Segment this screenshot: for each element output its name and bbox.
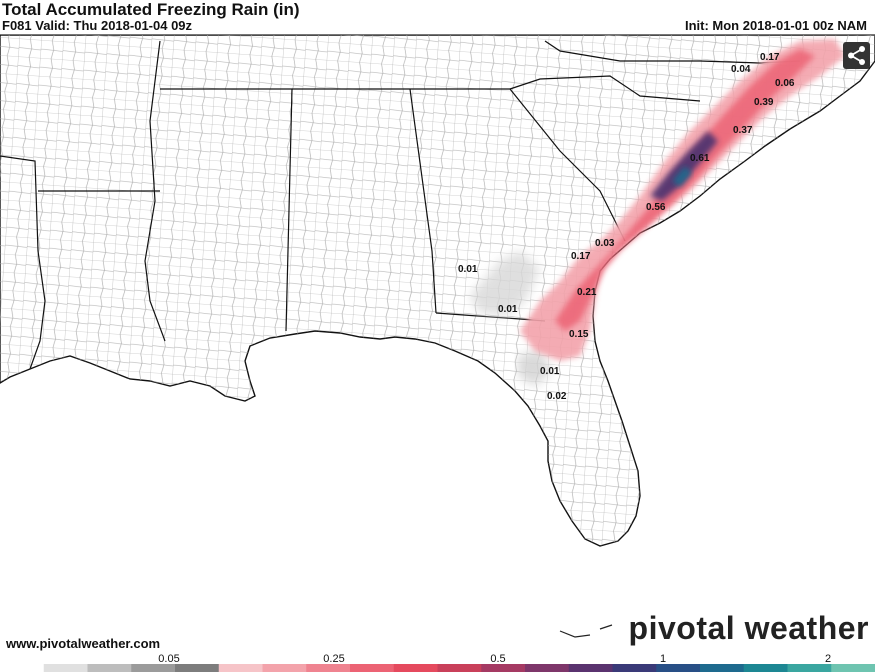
colorbar-swatch <box>43 664 88 672</box>
colorbar-swatch <box>306 664 351 672</box>
colorbar-swatch <box>656 664 701 672</box>
colorbar-label: 1 <box>659 653 667 665</box>
colorbar-swatch <box>350 664 395 672</box>
valid-time-label: F081 Valid: Thu 2018-01-04 09z <box>2 18 193 33</box>
colorbar-swatch <box>568 664 613 672</box>
value-label: 0.21 <box>577 287 597 298</box>
colorbar-swatch <box>218 664 263 672</box>
colorbar-swatch <box>131 664 176 672</box>
page-title: Total Accumulated Freezing Rain (in) <box>2 0 300 19</box>
colorbar-swatch <box>787 664 832 672</box>
value-label: 0.06 <box>775 78 795 89</box>
colorbar-swatch <box>831 664 875 672</box>
value-label: 0.01 <box>498 304 518 315</box>
county-grid <box>0 35 875 546</box>
brand-text: pivotal weather <box>628 610 869 646</box>
colorbar-swatch <box>262 664 307 672</box>
value-label: 0.17 <box>571 251 591 262</box>
colorbar-label: 2 <box>824 653 832 665</box>
colorbar-swatch <box>700 664 745 672</box>
header: Total Accumulated Freezing Rain (in) F08… <box>0 0 875 34</box>
value-label: 0.56 <box>646 202 666 213</box>
init-time-label: Init: Mon 2018-01-01 00z NAM <box>684 18 867 33</box>
colorbar-swatch <box>743 664 788 672</box>
value-label: 0.15 <box>569 329 589 340</box>
value-label: 0.03 <box>595 238 615 249</box>
map-panel[interactable]: 0.17 0.04 0.06 0.39 0.37 0.61 0.56 0.03 … <box>0 34 875 654</box>
value-label: 0.17 <box>760 52 780 63</box>
colorbar <box>0 664 875 672</box>
colorbar-swatch <box>175 664 220 672</box>
colorbar-label: 0.05 <box>158 653 180 665</box>
brand-logo: pivotal weather <box>629 610 869 647</box>
value-label: 0.37 <box>733 125 753 136</box>
value-label: 0.61 <box>690 153 710 164</box>
value-label: 0.02 <box>547 391 567 402</box>
value-label: 0.01 <box>540 366 560 377</box>
colorbar-swatch <box>481 664 526 672</box>
colorbar-swatch <box>612 664 657 672</box>
colorbar-swatch <box>87 664 132 672</box>
site-url[interactable]: www.pivotalweather.com <box>6 636 161 651</box>
colorbar-swatch <box>437 664 482 672</box>
value-label: 0.01 <box>458 264 478 275</box>
share-icon <box>848 46 865 65</box>
colorbar-swatch <box>393 664 438 672</box>
freezing-rain-shading <box>470 39 845 386</box>
share-button[interactable] <box>843 42 870 69</box>
colorbar-swatch <box>0 664 45 672</box>
colorbar-label: 0.5 <box>490 653 506 665</box>
map-canvas[interactable]: 0.17 0.04 0.06 0.39 0.37 0.61 0.56 0.03 … <box>0 35 875 654</box>
value-label: 0.39 <box>754 97 774 108</box>
value-labels: 0.17 0.04 0.06 0.39 0.37 0.61 0.56 0.03 … <box>458 52 795 402</box>
colorbar-swatch <box>525 664 570 672</box>
colorbar-label: 0.25 <box>323 653 345 665</box>
florida-keys <box>559 624 613 638</box>
value-label: 0.04 <box>731 64 751 75</box>
